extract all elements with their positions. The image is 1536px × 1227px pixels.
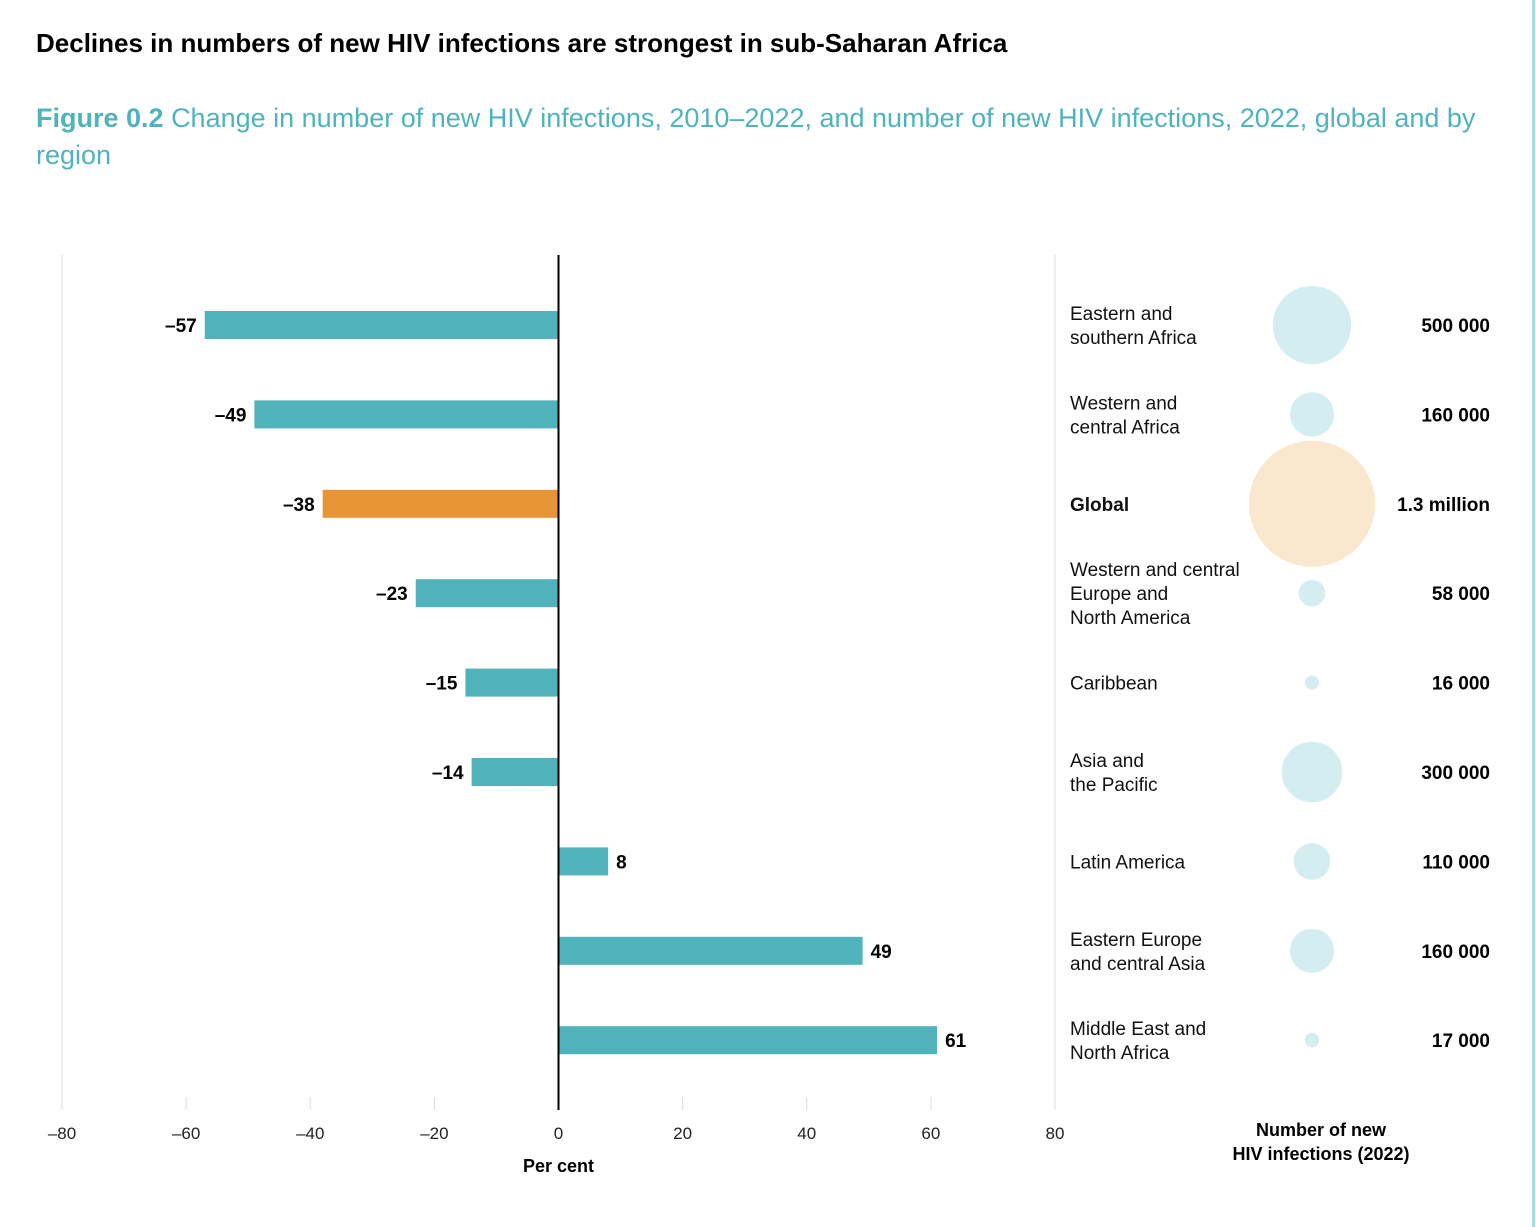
category-label: Asia and [1070,751,1144,772]
category-label: North Africa [1070,1043,1170,1064]
bar [465,668,559,697]
category-label: Middle East and [1070,1019,1206,1040]
bubble-value-label: 1.3 million [1397,495,1490,516]
bubble-value-label: 500 000 [1421,316,1490,337]
bar-value-label: 49 [871,942,892,963]
category-label: southern Africa [1070,328,1197,349]
category-label: and central Asia [1070,954,1206,975]
category-label: Latin America [1070,852,1186,873]
x-tick-label: 0 [554,1124,563,1143]
category-label: North America [1070,608,1191,629]
category-label: Eastern Europe [1070,930,1202,951]
bubble-value-label: 300 000 [1421,763,1490,784]
category-label: central Africa [1070,417,1180,438]
bar [558,1026,938,1055]
bubble-value-label: 160 000 [1421,942,1490,963]
x-tick-label: –60 [172,1124,200,1143]
figure-caption: Change in number of new HIV infections, … [36,103,1476,170]
x-tick-label: 20 [673,1124,692,1143]
category-label: the Pacific [1070,775,1158,796]
bar-value-label: 61 [945,1031,967,1052]
bubble [1289,392,1335,437]
bubble-value-label: 58 000 [1432,584,1490,605]
bar [254,400,559,429]
category-label: Global [1070,495,1129,516]
headline: Declines in numbers of new HIV infection… [36,28,1008,58]
bar-value-label: 8 [616,852,627,873]
category-label: Europe and [1070,584,1168,605]
x-tick-label: 80 [1046,1124,1065,1143]
bar [204,311,559,339]
bubble [1304,1032,1320,1048]
bar-value-label: –23 [376,584,408,605]
bubble-axis-title: Number of new HIV infections (2022) [1232,1120,1409,1164]
bar [415,579,559,608]
page-edge-rule [1532,0,1535,1227]
category-label: Western and [1070,393,1177,414]
category-label: Eastern and [1070,304,1172,325]
x-tick-label: –20 [420,1124,448,1143]
bar-value-label: –57 [165,316,197,337]
bar [558,936,863,965]
bar [558,847,609,876]
bar [322,489,559,518]
x-tick-label: 40 [797,1124,816,1143]
x-tick-label: 60 [921,1124,940,1143]
category-label: Caribbean [1070,674,1158,695]
bubble [1305,675,1319,690]
bubble [1249,440,1375,567]
bubble [1272,285,1352,365]
bar-value-label: –38 [283,495,315,516]
category-label: Western and central [1070,560,1240,581]
bubble [1289,928,1335,973]
bubble-value-label: 110 000 [1422,852,1490,873]
bar [471,758,559,786]
bubble [1298,579,1326,607]
bubble [1293,843,1331,880]
x-tick-label: –80 [48,1124,76,1143]
bar-value-label: –49 [215,405,247,426]
bubble [1281,741,1343,803]
bar-value-label: –14 [432,763,464,784]
bubble-value-label: 160 000 [1421,405,1490,426]
x-tick-label: –40 [296,1124,324,1143]
x-axis-label: Per cent [523,1156,594,1176]
figure-label: Figure 0.2 [36,103,164,133]
bubble-value-label: 17 000 [1432,1031,1490,1052]
bar-value-label: –15 [426,674,458,695]
bubble-value-label: 16 000 [1432,674,1490,695]
figure-title: Figure 0.2 Change in number of new HIV i… [36,100,1496,174]
